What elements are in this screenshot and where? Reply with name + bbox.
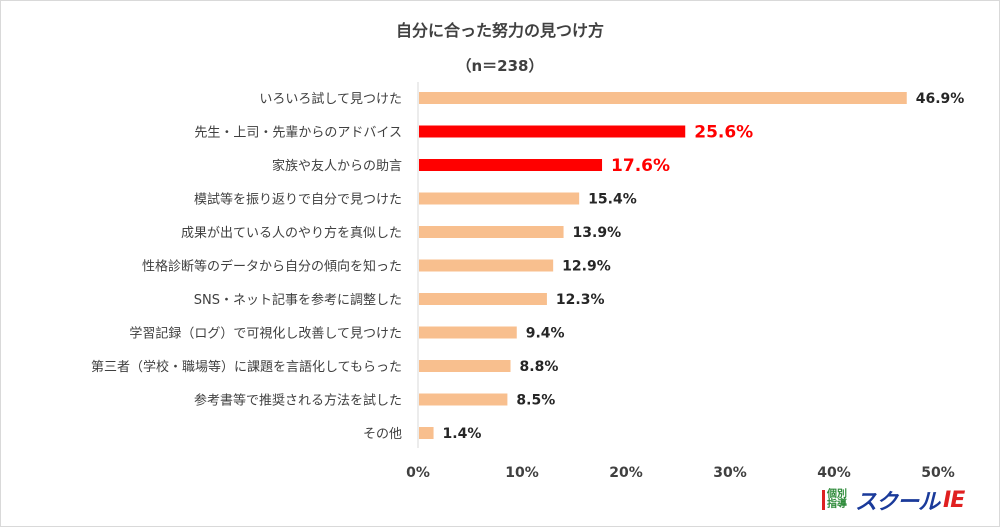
- value-label: 13.9%: [573, 225, 622, 241]
- value-label: 46.9%: [916, 91, 965, 107]
- value-label: 25.6%: [694, 123, 753, 143]
- logo-kobetsu: 個別指導: [822, 490, 851, 510]
- value-label: 17.6%: [611, 156, 670, 176]
- category-label: 模試等を振り返りで自分で見つけた: [194, 192, 402, 208]
- x-tick-label: 0%: [406, 465, 430, 481]
- chart-subtitle: （n＝238）: [457, 57, 544, 75]
- value-label: 12.9%: [562, 259, 611, 275]
- logo-school: スクール: [855, 490, 940, 515]
- category-label: SNS・ネット記事を参考に調整した: [194, 292, 402, 308]
- category-label: 参考書等で推奨される方法を試した: [194, 393, 402, 409]
- category-label: 性格診断等のデータから自分の傾向を知った: [142, 259, 402, 275]
- category-label: その他: [363, 427, 402, 442]
- bar: [419, 427, 434, 439]
- x-tick-label: 50%: [921, 465, 955, 481]
- x-tick-label: 10%: [505, 465, 539, 481]
- bar: [419, 326, 517, 339]
- category-label: 第三者（学校・職場等）に課題を言語化してもらった: [91, 359, 402, 375]
- school-ie-logo: 個別指導 スクール IE: [822, 484, 965, 516]
- category-label: 学習記録（ログ）で可視化し改善して見つけた: [129, 326, 402, 342]
- x-tick-label: 30%: [713, 465, 747, 481]
- bar: [419, 293, 547, 305]
- bar: [419, 192, 580, 205]
- value-label: 1.4%: [443, 426, 482, 442]
- bar: [419, 393, 508, 406]
- bar: [419, 226, 564, 238]
- value-label: 9.4%: [526, 326, 565, 342]
- value-label: 15.4%: [588, 192, 637, 208]
- bar: [419, 92, 907, 104]
- x-tick-label: 20%: [609, 465, 643, 481]
- category-label: 成果が出ている人のやり方を真似した: [181, 225, 402, 241]
- value-label: 12.3%: [556, 292, 605, 308]
- chart-title: 自分に合った努力の見つけ方: [396, 21, 604, 40]
- value-label: 8.5%: [516, 393, 555, 409]
- category-label: 家族や友人からの助言: [272, 158, 402, 174]
- bar: [419, 159, 603, 171]
- value-label: 8.8%: [520, 359, 559, 375]
- logo-ie: IE: [943, 487, 965, 513]
- bar: [419, 125, 686, 138]
- bar: [419, 360, 511, 372]
- category-label: 先生・上司・先輩からのアドバイス: [194, 126, 402, 141]
- x-tick-label: 40%: [817, 465, 851, 481]
- category-label: いろいろ試して見つけた: [259, 91, 402, 107]
- bar: [419, 259, 554, 272]
